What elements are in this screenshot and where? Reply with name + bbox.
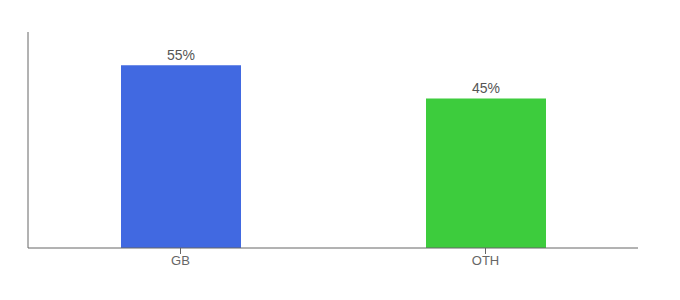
svg-text:55%: 55% [167,47,195,63]
svg-text:OTH: OTH [472,253,499,268]
svg-text:GB: GB [171,253,190,268]
svg-text:45%: 45% [472,80,500,96]
